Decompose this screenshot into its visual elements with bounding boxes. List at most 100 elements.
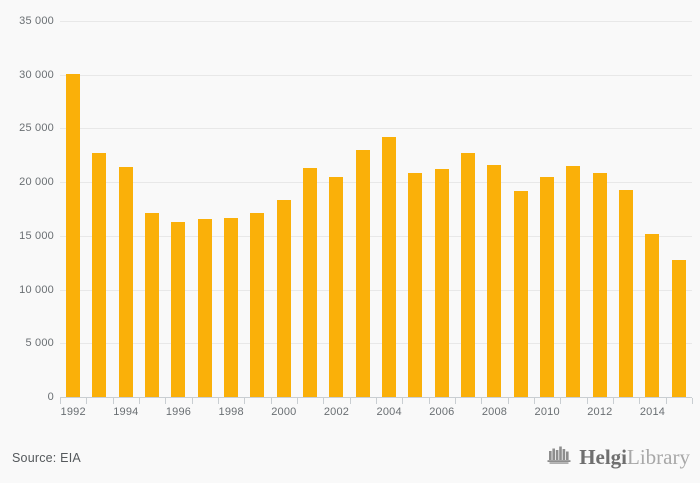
x-axis-tick: [666, 398, 667, 404]
x-axis-tick: [113, 398, 114, 404]
x-axis-tick-label: 1996: [165, 406, 192, 418]
x-axis-tick: [613, 398, 614, 404]
bar-2010[interactable]: [540, 177, 555, 397]
x-axis-tick: [192, 398, 193, 404]
bar-1994[interactable]: [118, 167, 133, 397]
gridline: [60, 182, 692, 184]
bar-2015[interactable]: [671, 260, 686, 397]
x-axis-tick: [429, 398, 430, 404]
x-axis-tick: [560, 398, 561, 404]
bar-2014[interactable]: [645, 233, 660, 397]
brand-name-strong: Helgi: [579, 445, 628, 469]
y-axis-tick-label: 0: [47, 391, 54, 403]
bar-slot: [560, 21, 586, 397]
x-axis-tick: [323, 398, 324, 404]
bar-slot: [113, 21, 139, 397]
bar-2013[interactable]: [619, 189, 634, 397]
bar-2008[interactable]: [487, 164, 502, 397]
y-axis-tick-label: 30 000: [19, 68, 54, 81]
brand-name-light: Library: [627, 445, 690, 469]
gridline: [60, 128, 692, 130]
bar-2004[interactable]: [382, 136, 397, 397]
x-axis-tick-label: 1992: [60, 406, 86, 418]
bar-slot: [666, 21, 692, 397]
bar-1995[interactable]: [145, 213, 160, 397]
x-axis-tick: [297, 398, 298, 404]
y-axis-tick-label: 5 000: [25, 337, 54, 350]
gridline: [60, 21, 692, 22]
bar-2005[interactable]: [408, 173, 423, 397]
source-label: Source: EIA: [12, 451, 81, 465]
x-axis-tick-label: 2004: [376, 406, 402, 418]
bar-1992[interactable]: [66, 73, 81, 397]
x-axis-tick: [244, 398, 245, 404]
x-axis-ticks: [60, 398, 693, 404]
bar-slot: [297, 21, 323, 397]
bar-2011[interactable]: [566, 165, 581, 397]
gridline: [60, 289, 692, 291]
bar-slot: [323, 21, 349, 397]
x-axis-tick: [218, 398, 219, 404]
bar-2007[interactable]: [461, 153, 476, 397]
bar-1999[interactable]: [250, 213, 265, 397]
gridline: [60, 74, 692, 76]
x-axis-tick: [271, 398, 272, 404]
bar-slot: [534, 21, 560, 397]
helgi-library-logo-icon: [547, 445, 573, 470]
bar-slot: [587, 21, 613, 397]
bar-2012[interactable]: [592, 173, 607, 397]
x-axis-tick-label: 2008: [481, 406, 508, 418]
x-axis-tick-label: 1994: [113, 406, 139, 418]
x-axis-tick-label: 2006: [429, 406, 455, 418]
brand-text: HelgiLibrary: [579, 447, 690, 468]
bar-2006[interactable]: [434, 168, 449, 397]
bar-1996[interactable]: [171, 221, 186, 397]
bar-slot: [402, 21, 428, 397]
bar-slot: [350, 21, 376, 397]
bar-2002[interactable]: [329, 177, 344, 397]
bar-slot: [218, 21, 244, 397]
brand-logo[interactable]: HelgiLibrary: [547, 445, 690, 470]
x-axis-tick: [534, 398, 535, 404]
bar-slot: [613, 21, 639, 397]
bar-2001[interactable]: [303, 167, 318, 397]
x-axis-tick: [455, 398, 456, 404]
bar-slot: [165, 21, 191, 397]
y-axis-labels: 35 000 30 000 25 000 20 000 15 000 10 000 5 00…: [0, 15, 54, 403]
bar-series: [60, 21, 692, 397]
y-axis-tick-label: 10 000: [19, 283, 54, 296]
bar-slot: [508, 21, 534, 397]
x-axis-tick-label: 2010: [534, 406, 560, 418]
x-axis-tick-label: 1998: [218, 406, 244, 418]
bar-slot: [244, 21, 270, 397]
bar-1993[interactable]: [92, 153, 107, 397]
x-axis-tick-label: 2014: [639, 406, 666, 418]
chart-footer: Source: EIA HelgiLibra: [0, 437, 700, 483]
x-axis-tick-label: 2012: [587, 406, 613, 418]
bar-slot: [271, 21, 297, 397]
bar-slot: [376, 21, 402, 397]
bar-2003[interactable]: [355, 150, 370, 397]
bar-slot: [192, 21, 218, 397]
gridline: [60, 235, 692, 237]
bar-1998[interactable]: [224, 217, 239, 397]
bar-slot: [60, 21, 86, 397]
x-axis-tick: [587, 398, 588, 404]
x-axis-tick-label: 2000: [271, 406, 297, 418]
y-axis-tick-label: 15 000: [19, 229, 54, 242]
x-axis-tick-label: 2002: [323, 406, 350, 418]
bar-2000[interactable]: [276, 199, 291, 397]
x-axis-tick: [508, 398, 509, 404]
bar-2009[interactable]: [513, 191, 528, 397]
bar-slot: [639, 21, 665, 397]
x-axis-line: [60, 397, 692, 398]
y-axis-tick-label: 20 000: [19, 176, 54, 189]
y-axis-tick-label: 35 000: [19, 15, 54, 27]
x-axis-tick: [402, 398, 403, 404]
x-axis-labels: 1992 1994 1996 1998 2000 2002 2004 2006 2008 2010…: [60, 406, 692, 422]
bar-1997[interactable]: [197, 218, 212, 397]
gridline: [60, 343, 692, 345]
bar-slot: [139, 21, 165, 397]
bar-slot: [455, 21, 481, 397]
x-axis-tick: [86, 398, 87, 404]
